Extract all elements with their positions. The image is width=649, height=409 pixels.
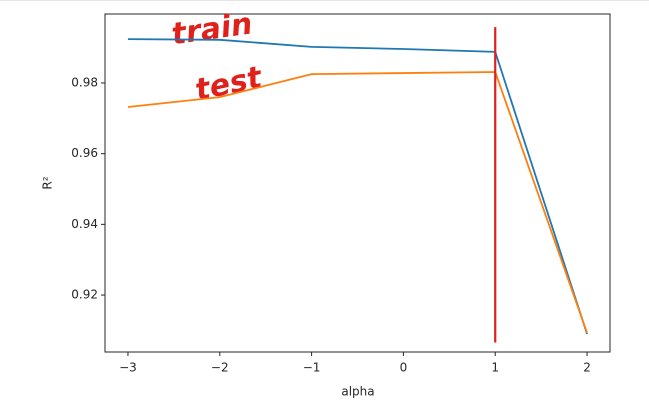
- annotation: train: [169, 6, 254, 52]
- x-tick-label: −1: [303, 361, 321, 375]
- y-tick-label: 0.98: [71, 75, 98, 89]
- series-line: [127, 38, 588, 335]
- y-tick-label: 0.94: [71, 217, 98, 231]
- x-tick-label: −3: [119, 361, 137, 375]
- annotation: test: [192, 60, 266, 108]
- x-tick-label: 2: [583, 361, 591, 375]
- series-line: [127, 71, 588, 334]
- x-tick-label: 1: [491, 361, 499, 375]
- plot-frame: [104, 13, 611, 353]
- y-tick-label: 0.92: [71, 288, 98, 302]
- y-axis-label: R²: [41, 176, 55, 189]
- y-tick-label: 0.96: [71, 146, 98, 160]
- x-axis-label: alpha: [341, 385, 374, 399]
- x-tick-label: −2: [211, 361, 229, 375]
- x-tick-label: 0: [400, 361, 408, 375]
